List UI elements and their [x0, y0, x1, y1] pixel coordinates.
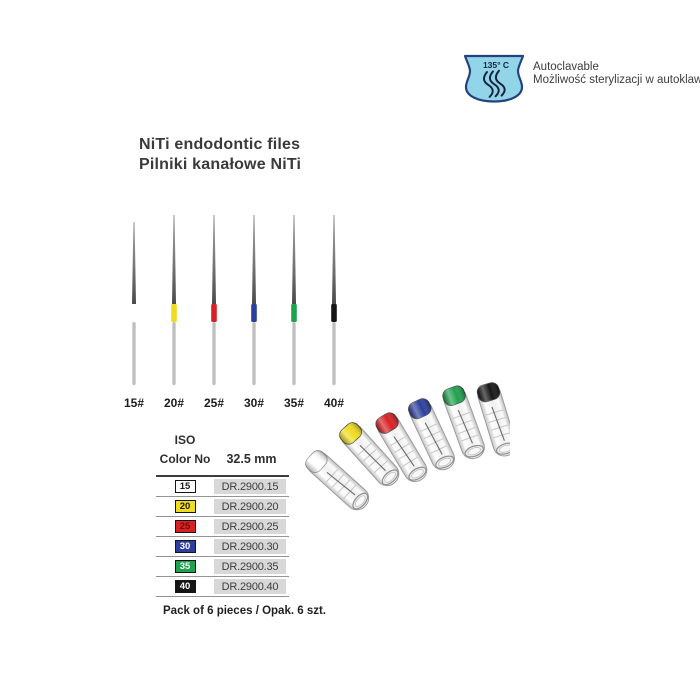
- product-code: DR.2900.40: [214, 579, 286, 594]
- iso-badge-35: 35: [174, 559, 196, 574]
- file-15-band: [131, 304, 137, 322]
- iso-badge-30: 30: [174, 539, 196, 554]
- autoclave-info: Autoclavable Możliwość sterylizacji w au…: [533, 61, 700, 87]
- file-20-band: [171, 304, 177, 322]
- file-30-band: [251, 304, 257, 322]
- file-30: 30#: [244, 215, 264, 410]
- table-row: 20 DR.2900.20: [156, 497, 289, 517]
- file-15-label: 15#: [124, 396, 144, 410]
- vials-photo: [305, 382, 510, 511]
- table-row: 40 DR.2900.40: [156, 577, 289, 597]
- vial-15: [305, 450, 370, 511]
- autoclave-flask-shape: [463, 54, 525, 103]
- files-diagram: 15# 20# 25# 30# 35#: [124, 215, 344, 410]
- title-line-en: NiTi endodontic files: [139, 136, 301, 153]
- iso-badge-25: 25: [174, 519, 196, 534]
- table-header-rule: [156, 475, 289, 477]
- table-row: 15 DR.2900.15: [156, 477, 289, 497]
- file-20: 20#: [164, 215, 184, 410]
- iso-badge-40: 40: [174, 579, 196, 594]
- vial-40: [476, 382, 510, 457]
- table-row: 30 DR.2900.30: [156, 537, 289, 557]
- product-code: DR.2900.15: [214, 479, 286, 494]
- vial-25: [375, 412, 428, 483]
- product-code: DR.2900.20: [214, 499, 286, 514]
- file-15: 15#: [124, 222, 144, 410]
- file-40-band: [331, 304, 337, 322]
- steam-waves-icon: [482, 69, 506, 98]
- iso-badge-15: 15: [174, 479, 196, 494]
- file-40: 40#: [324, 215, 344, 410]
- table-row: 25 DR.2900.25: [156, 517, 289, 537]
- file-35: 35#: [284, 215, 304, 410]
- file-25-label: 25#: [204, 396, 224, 410]
- product-code: DR.2900.25: [214, 519, 286, 534]
- autoclave-icon: 135° C: [463, 54, 525, 103]
- iso-badge-20: 20: [174, 499, 196, 514]
- vial-35: [442, 385, 485, 460]
- table-header: ISO Color No 32.5 mm: [156, 429, 289, 469]
- autoclave-label-en: Autoclavable: [533, 61, 599, 73]
- file-25: 25#: [204, 215, 224, 410]
- file-30-label: 30#: [244, 396, 264, 410]
- product-code: DR.2900.35: [214, 559, 286, 574]
- autoclave-label-pl: Możliwość sterylizacji w autoklawie: [533, 74, 700, 86]
- vial-30: [408, 398, 455, 471]
- file-20-label: 20#: [164, 396, 184, 410]
- file-35-label: 35#: [284, 396, 304, 410]
- table-header-color-no: Color No: [159, 452, 211, 466]
- spec-table: ISO Color No 32.5 mm 15 DR.2900.15 20 DR…: [156, 429, 326, 617]
- product-code: DR.2900.30: [214, 539, 286, 554]
- vial-20: [339, 422, 400, 487]
- table-header-length: 32.5 mm: [226, 452, 277, 466]
- file-40-label: 40#: [324, 396, 344, 410]
- autoclave-temp-label: 135° C: [483, 60, 509, 70]
- file-35-band: [291, 304, 297, 322]
- title-line-pl: Pilniki kanałowe NiTi: [139, 155, 302, 173]
- page-title: NiTi endodontic files Pilniki kanałowe N…: [139, 135, 301, 174]
- table-row: 35 DR.2900.35: [156, 557, 289, 577]
- pack-info: Pack of 6 pieces / Opak. 6 szt.: [163, 605, 326, 617]
- file-25-band: [211, 304, 217, 322]
- table-header-iso: ISO: [174, 433, 196, 447]
